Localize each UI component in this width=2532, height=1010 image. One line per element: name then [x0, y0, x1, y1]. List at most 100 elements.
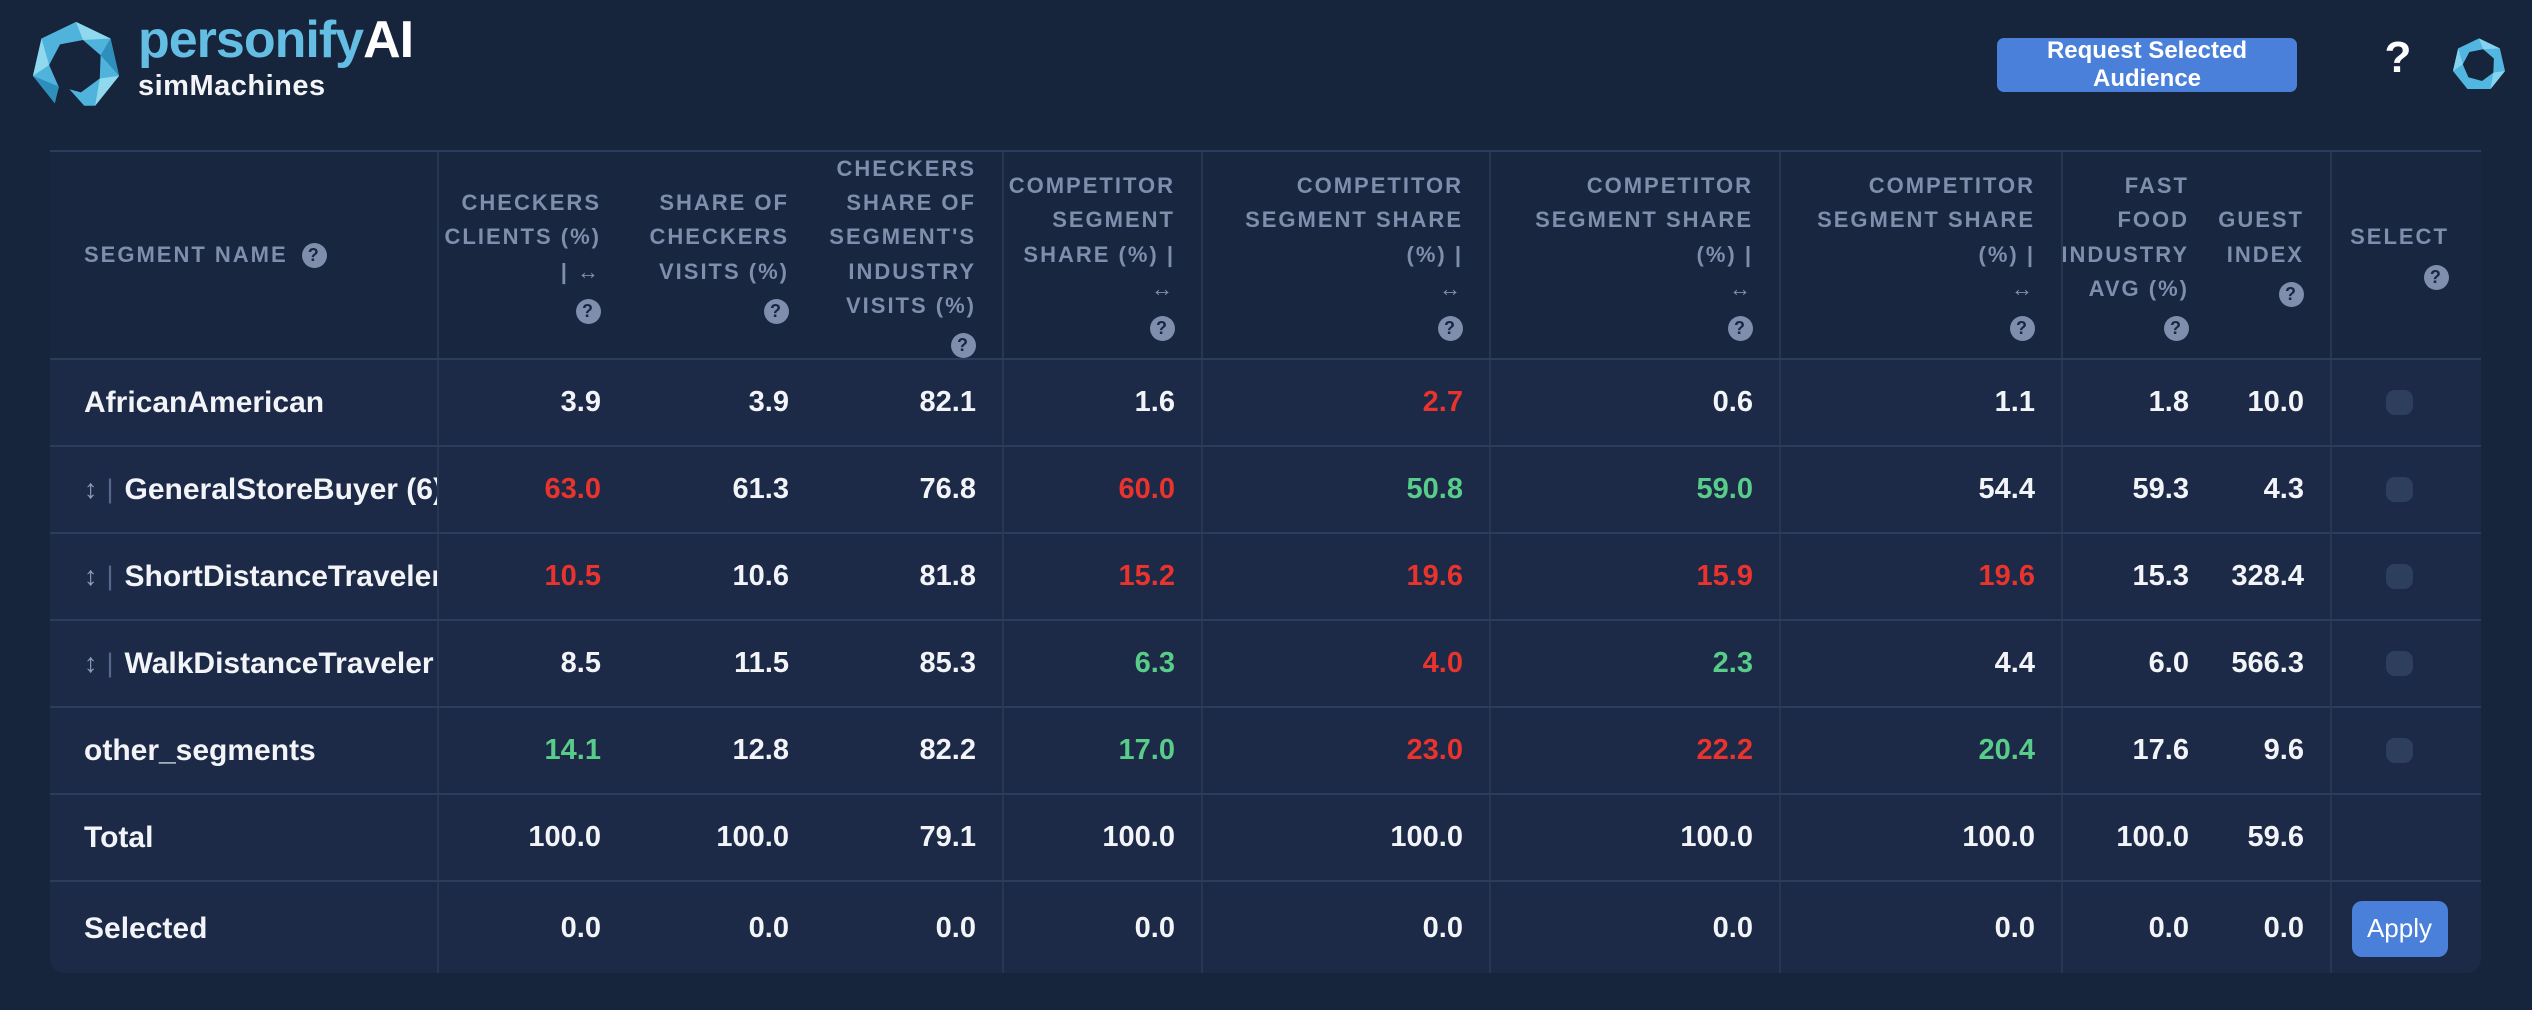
share-of-checkers-visits-value: 10.6: [732, 560, 789, 592]
help-icon[interactable]: ?: [764, 298, 789, 324]
fast-food-avg-value: 0.0: [2148, 912, 2189, 944]
help-icon[interactable]: ?: [2423, 264, 2449, 290]
checkers-share-industry-value: 82.2: [919, 734, 976, 766]
header-checkers-share-industry-label: CHECKERS SHARE OF SEGMENT'S INDUSTRY VIS…: [829, 156, 976, 318]
competitor-share-1-value: 6.3: [1134, 647, 1175, 679]
guest-index-value: 0.0: [2263, 912, 2304, 944]
table-header-row: SEGMENT NAME ? CHECKERS CLIENTS (%) | ↔ …: [50, 152, 2481, 360]
request-selected-audience-button[interactable]: Request Selected Audience: [1997, 37, 2297, 92]
total-label: Total: [84, 820, 154, 854]
checkers-share-industry-value: 0.0: [935, 912, 976, 944]
header-segment-name: SEGMENT NAME ?: [50, 152, 439, 358]
competitor-share-1-value: 100.0: [1102, 821, 1175, 853]
help-icon[interactable]: ?: [301, 242, 327, 268]
sort-icon[interactable]: ↕: [84, 648, 98, 678]
sort-icon[interactable]: ↕: [84, 561, 98, 591]
selected-row: Selected 0.0 0.0 0.0 0.0 0.0 0.0 0.0 0.0…: [50, 882, 2481, 973]
header-share-of-checkers-visits: SHARE OF CHECKERS VISITS (%) ?: [627, 152, 815, 358]
help-icon[interactable]: ?: [576, 298, 601, 324]
header-guest-index: GUEST INDEX ?: [2205, 152, 2332, 358]
competitor-share-3-value: 2.3: [1712, 647, 1753, 679]
brand-logo: personifyAI simMachines: [28, 11, 414, 114]
competitor-share-2-value: 100.0: [1390, 821, 1463, 853]
sort-icon[interactable]: ↕: [84, 474, 98, 504]
select-toggle[interactable]: [2386, 390, 2413, 415]
competitor-share-4-value: 0.0: [1994, 912, 2035, 944]
table-row: other_segments 14.1 12.8 82.2 17.0 23.0 …: [50, 708, 2481, 795]
table-row: ↕ | ShortDistanceTraveler (3) 10.5 10.6 81…: [50, 534, 2481, 621]
segment-name: GeneralStoreBuyer (6): [124, 472, 439, 506]
competitor-share-4-value: 100.0: [1962, 821, 2035, 853]
help-icon[interactable]: ?: [1728, 315, 1753, 341]
fast-food-avg-value: 59.3: [2132, 473, 2189, 505]
select-toggle[interactable]: [2386, 738, 2413, 763]
apply-button[interactable]: Apply: [2351, 900, 2448, 957]
header-competitor-share-3: COMPETITOR SEGMENT SHARE (%) | ↔ ?: [1491, 152, 1781, 358]
competitor-share-4-value: 1.1: [1994, 386, 2035, 418]
header-competitor-share-3-label: COMPETITOR SEGMENT SHARE (%) | ↔: [1535, 173, 1753, 301]
checkers-clients-value: 100.0: [528, 821, 601, 853]
guest-index-value: 9.6: [2263, 734, 2304, 766]
header-competitor-share-2-label: COMPETITOR SEGMENT SHARE (%) | ↔: [1245, 173, 1463, 301]
header-checkers-clients-label: CHECKERS CLIENTS (%) | ↔: [444, 190, 601, 284]
segment-name: ShortDistanceTraveler (3): [124, 559, 439, 593]
share-of-checkers-visits-value: 11.5: [734, 647, 789, 679]
select-toggle[interactable]: [2386, 651, 2413, 676]
select-toggle[interactable]: [2386, 477, 2413, 502]
select-toggle[interactable]: [2386, 564, 2413, 589]
help-icon[interactable]: ?: [2164, 315, 2189, 341]
competitor-share-4-value: 19.6: [1978, 560, 2035, 592]
competitor-share-3-value: 0.6: [1712, 386, 1753, 418]
top-navbar: personifyAI simMachines Request Selected…: [0, 0, 2532, 150]
competitor-share-1-value: 17.0: [1118, 734, 1175, 766]
header-checkers-share-industry: CHECKERS SHARE OF SEGMENT'S INDUSTRY VIS…: [815, 152, 1004, 358]
competitor-share-4-value: 4.4: [1994, 647, 2035, 679]
competitor-share-4-value: 20.4: [1978, 734, 2035, 766]
user-avatar-heptagon-icon[interactable]: [2450, 36, 2508, 94]
header-fast-food-industry-avg: FAST FOOD INDUSTRY AVG (%) ?: [2063, 152, 2205, 358]
competitor-share-2-value: 0.0: [1422, 912, 1463, 944]
sort-divider: |: [106, 561, 114, 591]
help-icon[interactable]: ?: [1438, 315, 1463, 341]
checkers-clients-value: 14.1: [544, 734, 601, 766]
checkers-share-industry-value: 79.1: [919, 821, 976, 853]
checkers-clients-value: 63.0: [544, 473, 601, 505]
help-icon[interactable]: ?: [2010, 315, 2035, 341]
help-icon[interactable]: ?: [2279, 281, 2304, 307]
header-select: SELECT ?: [2332, 152, 2481, 358]
competitor-share-1-value: 0.0: [1134, 912, 1175, 944]
guest-index-value: 328.4: [2231, 560, 2304, 592]
competitor-share-3-value: 100.0: [1680, 821, 1753, 853]
guest-index-value: 4.3: [2263, 473, 2304, 505]
segment-name: AfricanAmerican: [84, 385, 325, 419]
help-icon[interactable]: ?: [1150, 315, 1175, 341]
checkers-share-industry-value: 81.8: [919, 560, 976, 592]
nav-help-icon[interactable]: ?: [2384, 33, 2412, 82]
selected-label: Selected: [84, 911, 208, 945]
checkers-clients-value: 8.5: [560, 647, 601, 679]
competitor-share-4-value: 54.4: [1978, 473, 2035, 505]
header-checkers-clients: CHECKERS CLIENTS (%) | ↔ ?: [439, 152, 627, 358]
brand-text: personifyAI simMachines: [138, 11, 414, 101]
competitor-share-1-value: 15.2: [1118, 560, 1175, 592]
header-fast-food-industry-avg-label: FAST FOOD INDUSTRY AVG (%): [2063, 173, 2189, 301]
competitor-share-2-value: 50.8: [1406, 473, 1463, 505]
competitor-share-3-value: 0.0: [1712, 912, 1753, 944]
checkers-clients-value: 3.9: [560, 386, 601, 418]
competitor-share-3-value: 59.0: [1696, 473, 1753, 505]
checkers-share-industry-value: 85.3: [919, 647, 976, 679]
guest-index-value: 10.0: [2247, 386, 2304, 418]
header-competitor-share-1: COMPETITOR SEGMENT SHARE (%) | ↔ ?: [1004, 152, 1203, 358]
share-of-checkers-visits-value: 61.3: [732, 473, 789, 505]
total-row: Total 100.0 100.0 79.1 100.0 100.0 100.0…: [50, 795, 2481, 882]
competitor-share-1-value: 60.0: [1118, 473, 1175, 505]
competitor-share-2-value: 2.7: [1422, 386, 1463, 418]
segment-name: WalkDistanceTraveler (2): [124, 646, 437, 680]
brand-suffix: AI: [363, 11, 414, 69]
table-row: AfricanAmerican 3.9 3.9 82.1 1.6 2.7 0.6…: [50, 360, 2481, 447]
sort-divider: |: [106, 648, 114, 678]
competitor-share-2-value: 23.0: [1406, 734, 1463, 766]
header-segment-name-label: SEGMENT NAME: [84, 241, 288, 267]
help-icon[interactable]: ?: [951, 332, 976, 358]
competitor-share-3-value: 22.2: [1696, 734, 1753, 766]
